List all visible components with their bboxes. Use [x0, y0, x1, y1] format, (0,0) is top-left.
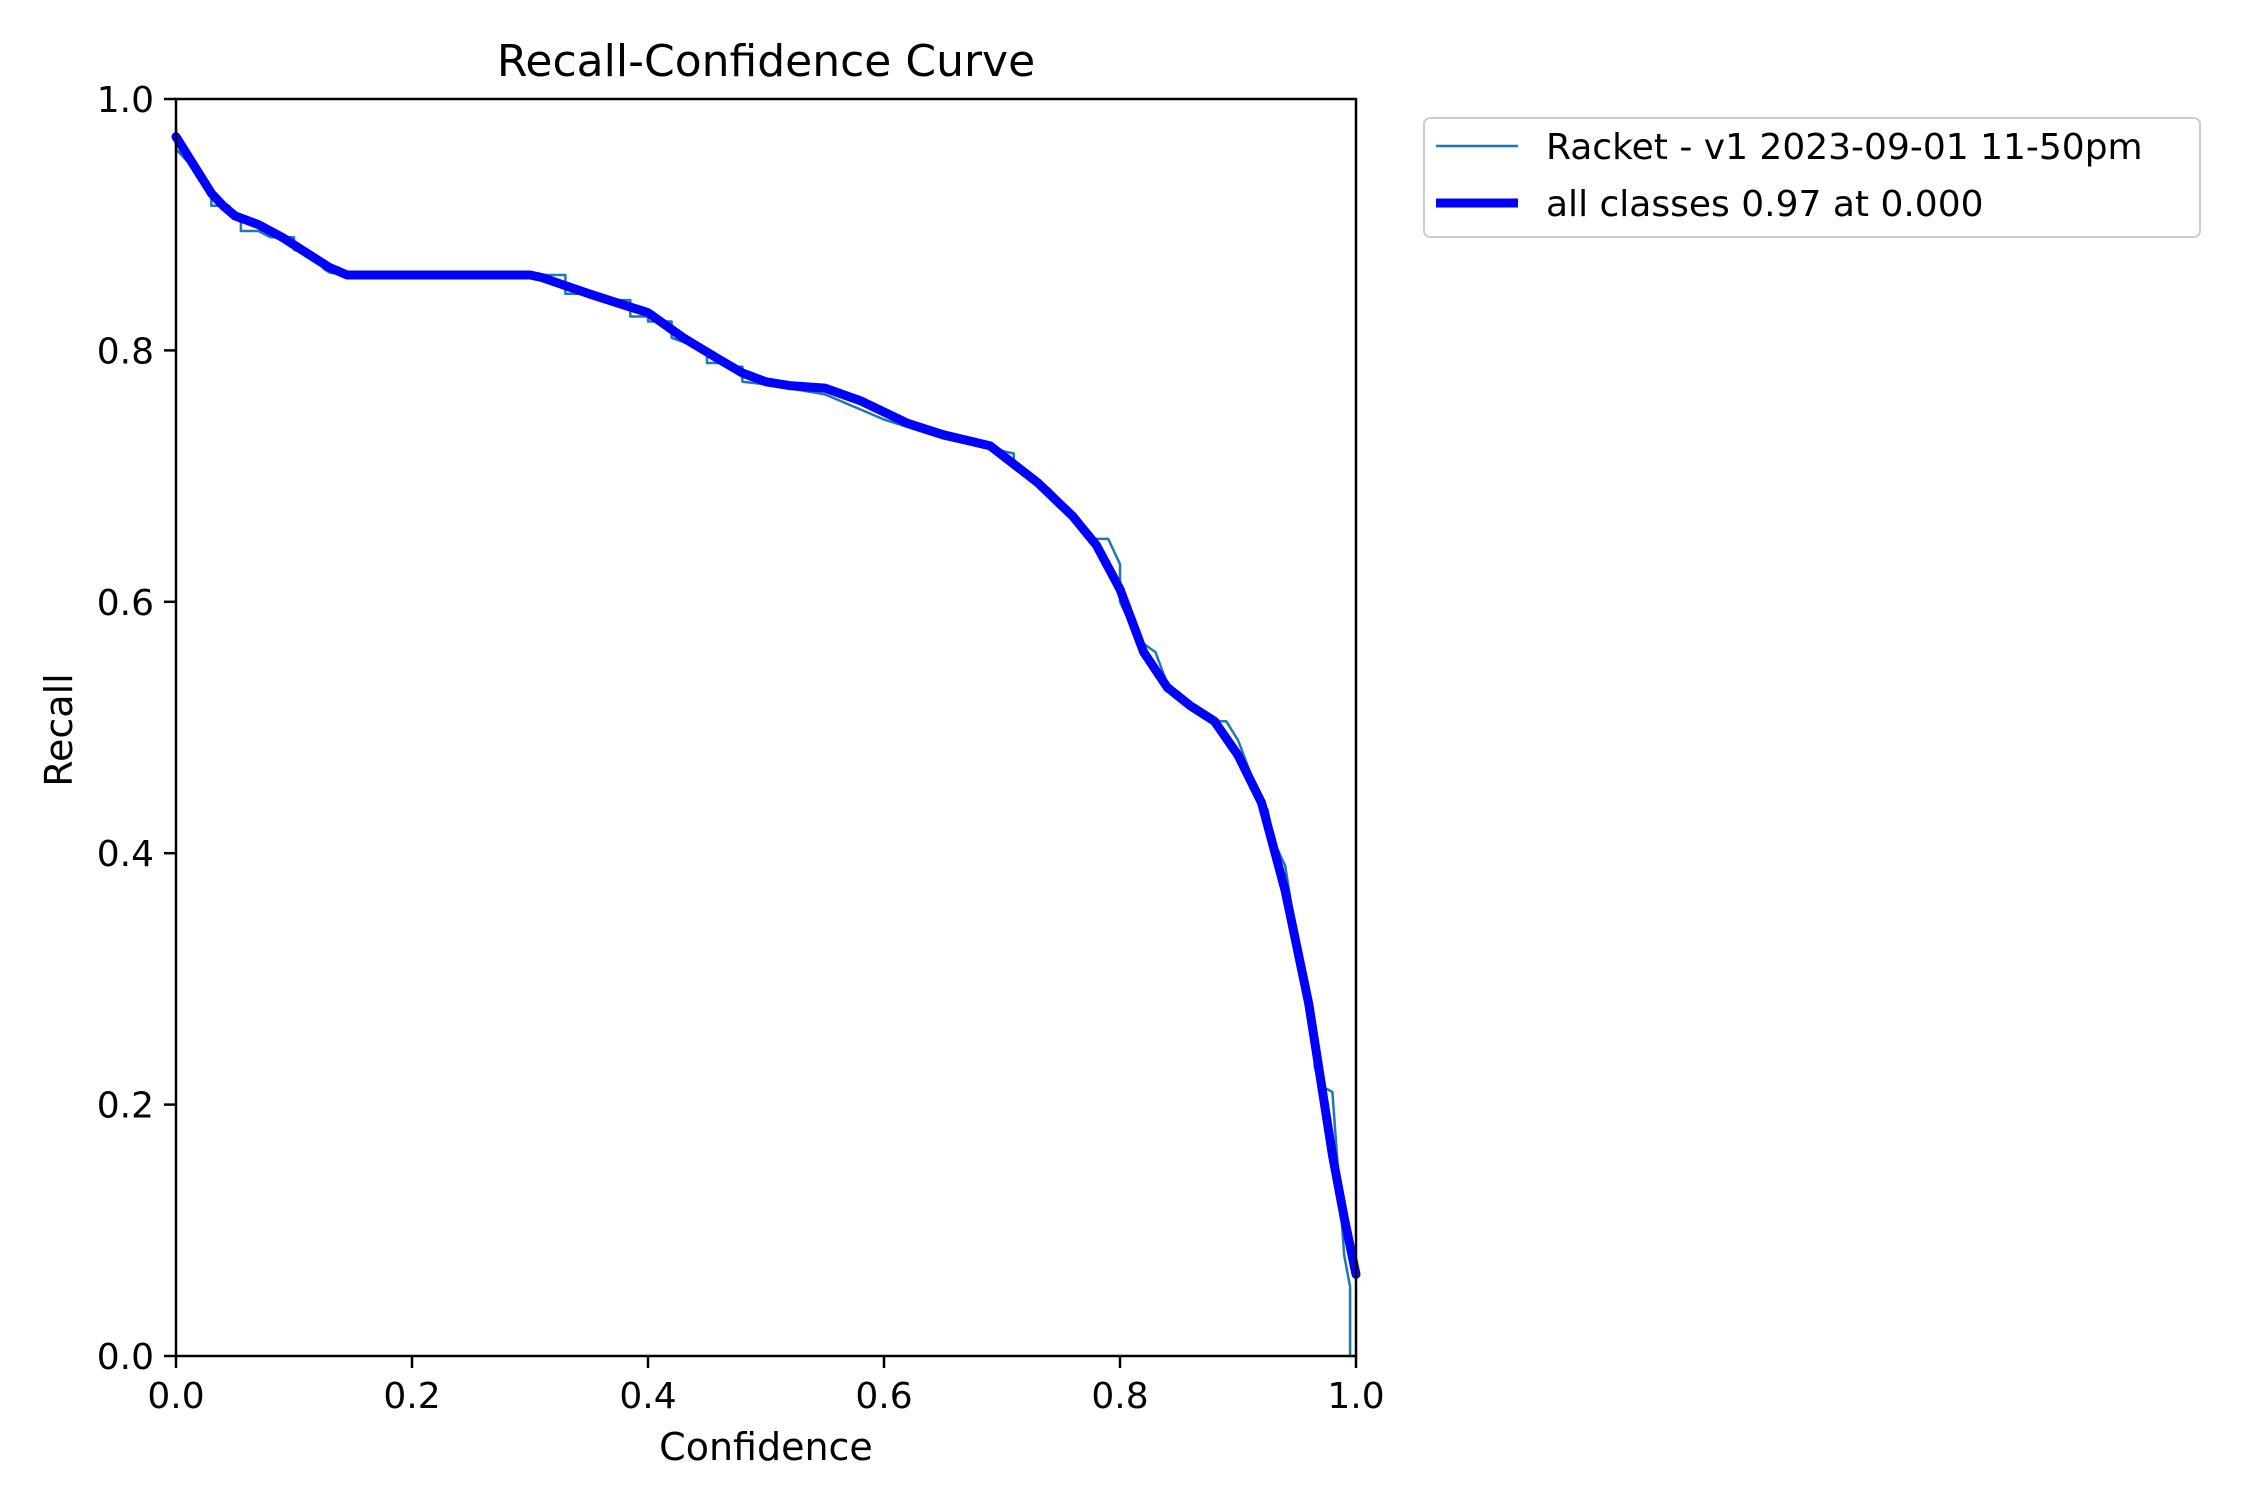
- legend: Racket - v1 2023-09-01 11-50pm all class…: [1423, 117, 2201, 238]
- x-axis-label: Confidence: [659, 1425, 873, 1469]
- legend-label-all-classes: all classes 0.97 at 0.000: [1546, 184, 1984, 225]
- y-tick-label: 0.8: [97, 331, 154, 372]
- x-tick-label: 0.8: [1091, 1376, 1148, 1417]
- x-axis-ticks: 0.0 0.2 0.4 0.6 0.8 1.0: [147, 1356, 1385, 1417]
- legend-label-racket: Racket - v1 2023-09-01 11-50pm: [1546, 127, 2143, 168]
- series-layer: [171, 122, 1361, 1358]
- series-line-all-classes: [171, 132, 1361, 1279]
- y-tick-label: 0.6: [97, 583, 154, 624]
- series-line-racket: [174, 122, 1352, 1358]
- legend-box: [1423, 117, 2201, 238]
- x-tick-label: 0.2: [383, 1376, 440, 1417]
- y-tick-label: 0.4: [97, 834, 154, 875]
- chart-title: Recall-Confidence Curve: [497, 36, 1035, 87]
- plot-frame: [174, 97, 1358, 1358]
- y-tick-label: 1.0: [97, 80, 154, 121]
- x-tick-label: 0.4: [619, 1376, 676, 1417]
- y-tick-label: 0.2: [97, 1086, 154, 1127]
- x-tick-label: 0.0: [147, 1376, 204, 1417]
- x-tick-label: 1.0: [1327, 1376, 1384, 1417]
- y-axis-ticks: 0.0 0.2 0.4 0.6 0.8 1.0: [97, 80, 176, 1378]
- y-axis-label: Recall: [37, 673, 81, 786]
- x-tick-label: 0.6: [855, 1376, 912, 1417]
- y-tick-label: 0.0: [97, 1337, 154, 1378]
